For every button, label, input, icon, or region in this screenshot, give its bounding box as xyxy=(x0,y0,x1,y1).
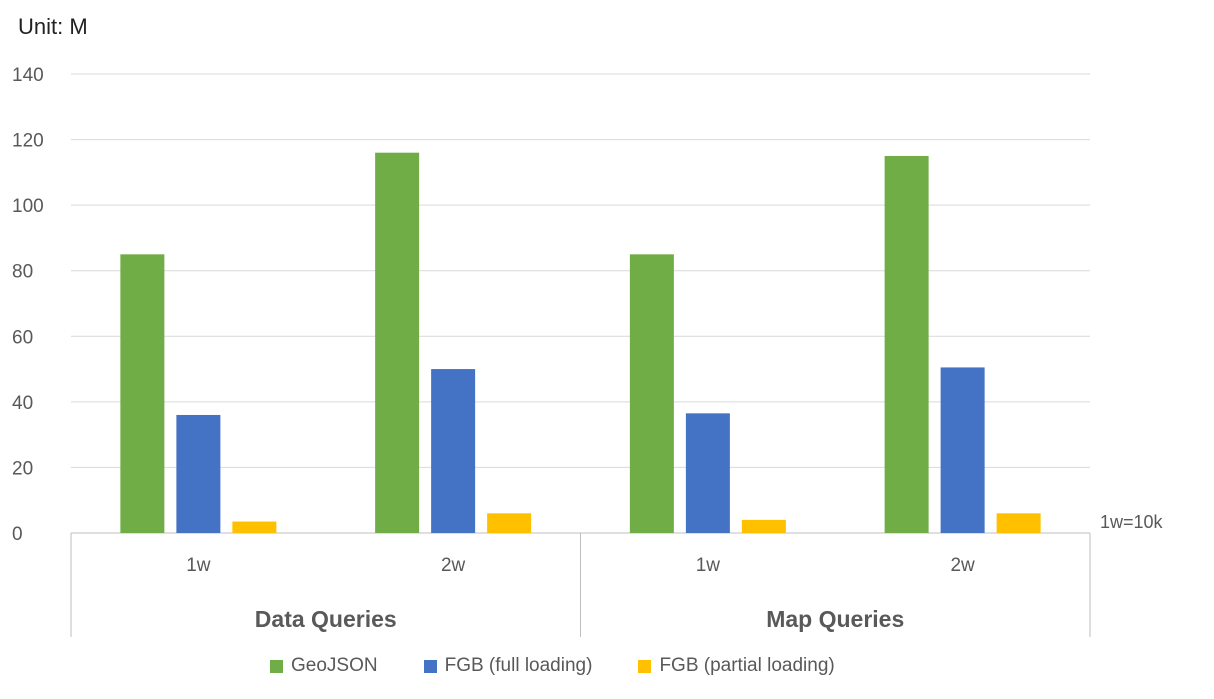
y-tick-label: 120 xyxy=(12,131,44,152)
bar xyxy=(232,521,277,533)
y-tick-label: 80 xyxy=(12,262,33,283)
bar xyxy=(940,367,985,533)
x-tick-label: 2w xyxy=(441,555,466,576)
y-tick-label: 100 xyxy=(12,196,44,217)
legend-label-fgb-partial: FGB (partial loading) xyxy=(659,655,835,676)
bar xyxy=(685,413,730,533)
y-tick-label: 60 xyxy=(12,327,33,348)
legend-label-geojson: GeoJSON xyxy=(291,655,378,676)
legend-item-geojson: GeoJSON xyxy=(270,655,378,677)
unit-note: 1w=10k xyxy=(1100,512,1163,532)
legend-item-fgb-full: FGB (full loading) xyxy=(423,655,593,677)
y-tick-label: 140 xyxy=(12,65,44,86)
y-tick-label: 20 xyxy=(12,458,33,479)
bar xyxy=(629,254,674,534)
legend-label-fgb-full: FGB (full loading) xyxy=(444,655,593,676)
unit-label: Unit: M xyxy=(18,14,88,39)
x-tick-label: 2w xyxy=(950,555,975,576)
y-tick-label: 0 xyxy=(12,524,23,545)
y-tick-label: 40 xyxy=(12,393,33,414)
bar xyxy=(431,369,476,533)
bar xyxy=(375,152,420,533)
bar xyxy=(120,254,165,534)
bar xyxy=(487,513,532,533)
x-tick-label: 1w xyxy=(186,555,211,576)
legend-item-fgb-partial: FGB (partial loading) xyxy=(638,655,835,677)
bar xyxy=(996,513,1041,533)
group-label: Data Queries xyxy=(255,606,397,632)
bar xyxy=(884,155,929,533)
bar xyxy=(176,414,221,533)
group-label: Map Queries xyxy=(766,606,904,632)
bar xyxy=(741,519,786,533)
legend: GeoJSON FGB (full loading) FGB (partial … xyxy=(270,655,881,677)
legend-swatch-fgb-partial xyxy=(638,659,652,673)
legend-swatch-fgb-full xyxy=(423,659,437,673)
legend-swatch-geojson xyxy=(270,659,283,673)
x-tick-label: 1w xyxy=(696,555,721,576)
